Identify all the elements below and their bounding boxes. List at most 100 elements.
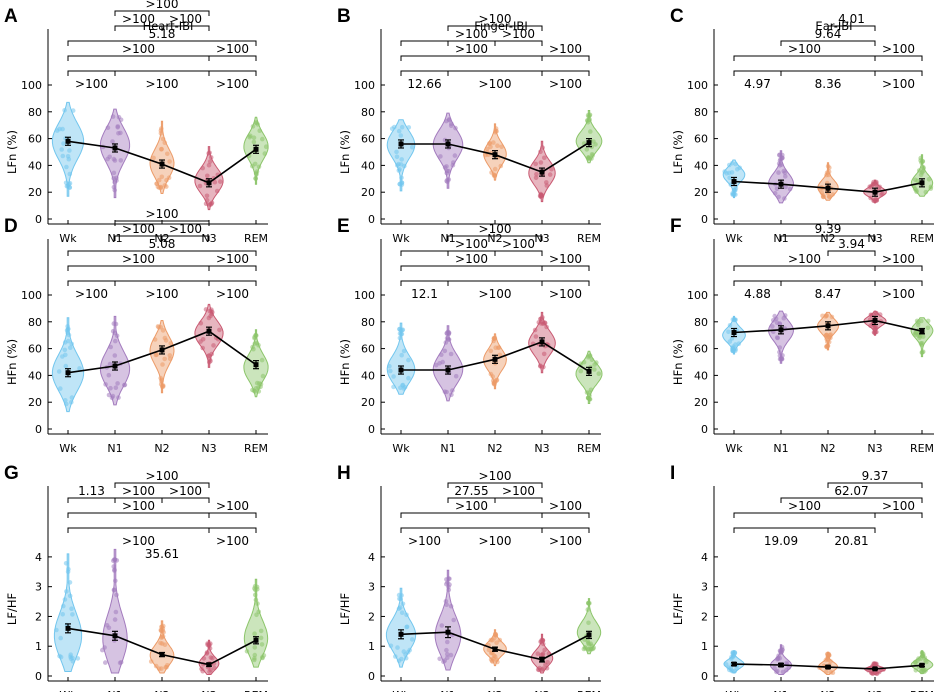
data-point-wk — [61, 141, 66, 146]
data-point-n1 — [437, 361, 442, 366]
x-tick-label-n2: N2 — [487, 689, 502, 692]
data-point-wk — [388, 368, 393, 374]
significance-label: >100 — [216, 77, 249, 91]
data-point-n1 — [448, 652, 454, 658]
significance-bracket — [67, 527, 257, 533]
data-point-n1 — [112, 353, 118, 358]
significance-label: 1.13 — [78, 484, 105, 498]
data-point-wk — [399, 175, 404, 180]
data-point-wk — [67, 171, 73, 177]
significance-label: >100 — [146, 77, 179, 91]
panel-i: I 0 1 2 3 4 LF/HF Wk N1 N2 N3 REM 19.09 20.81 >100 >100… — [670, 463, 934, 692]
data-point-rem — [586, 155, 591, 160]
x-tick-label-n1: N1 — [773, 442, 788, 455]
data-point-n3 — [206, 353, 212, 358]
data-point-n3 — [200, 668, 205, 674]
mean-marker — [586, 140, 592, 146]
data-point-n2 — [159, 635, 164, 640]
data-point-wk — [404, 624, 410, 630]
data-point-wk — [64, 589, 69, 594]
y-tick-label: 20 — [361, 396, 375, 409]
significance-label: >100 — [169, 484, 202, 498]
data-point-n2 — [165, 151, 170, 157]
significance-bracket — [161, 25, 210, 31]
data-point-n1 — [118, 158, 124, 163]
x-tick-label-rem: REM — [910, 689, 934, 692]
data-point-n2 — [491, 173, 497, 178]
mean-marker — [586, 368, 592, 374]
data-point-n3 — [542, 155, 547, 161]
data-point-n1 — [449, 392, 454, 398]
panel-f: F 0 20 40 60 80 100 HFn (%) Wk N1 N2 N3 REM 4.88 8.47 >… — [670, 216, 934, 455]
data-point-n1 — [107, 361, 113, 367]
data-point-n2 — [164, 665, 169, 670]
data-point-n1 — [105, 125, 111, 130]
data-point-n2 — [158, 131, 164, 136]
data-point-n3 — [872, 327, 878, 333]
data-point-n2 — [823, 669, 829, 675]
data-point-n1 — [111, 588, 117, 593]
data-point-n2 — [155, 324, 161, 329]
significance-label: 19.09 — [764, 534, 798, 548]
data-point-n3 — [877, 312, 883, 317]
y-tick-label: 0 — [35, 423, 42, 436]
significance-label: >100 — [882, 77, 915, 91]
data-point-rem — [263, 144, 269, 149]
data-point-n2 — [495, 659, 500, 665]
x-tick-label-n1: N1 — [440, 689, 455, 692]
y-tick-label: 3 — [368, 581, 375, 594]
x-tick-label-rem: REM — [910, 442, 934, 455]
significance-bracket — [447, 70, 543, 76]
data-point-wk — [735, 167, 740, 172]
significance-bracket — [208, 55, 257, 61]
data-point-wk — [409, 144, 415, 150]
y-tick-label: 1 — [35, 640, 42, 653]
significance-bracket — [67, 250, 257, 256]
significance-label: 5.18 — [149, 27, 176, 41]
data-point-wk — [67, 185, 73, 190]
data-point-wk — [730, 668, 735, 674]
data-point-rem — [254, 584, 260, 590]
significance-bracket — [541, 527, 590, 533]
data-point-rem — [252, 592, 258, 598]
data-point-n2 — [168, 341, 173, 346]
data-point-wk — [398, 331, 404, 337]
y-tick-label: 60 — [28, 133, 42, 146]
data-point-n2 — [493, 128, 499, 134]
data-point-rem — [596, 371, 602, 377]
data-point-n3 — [874, 671, 879, 676]
x-tick-label-n3: N3 — [201, 689, 216, 692]
data-point-n3 — [535, 651, 541, 656]
data-point-wk — [400, 601, 406, 607]
significance-bracket — [114, 482, 210, 488]
data-point-n2 — [159, 174, 165, 180]
significance-label: >100 — [122, 534, 155, 548]
data-point-n2 — [491, 140, 496, 145]
data-point-wk — [405, 650, 411, 655]
data-point-n3 — [207, 159, 213, 164]
data-point-rem — [258, 628, 264, 634]
data-point-wk — [394, 149, 399, 155]
data-point-n3 — [868, 195, 873, 201]
y-tick-label: 4 — [35, 551, 42, 564]
x-tick-label-rem: REM — [910, 232, 934, 245]
data-point-n1 — [114, 558, 120, 563]
data-point-rem — [259, 642, 265, 647]
data-point-n2 — [492, 166, 498, 172]
data-point-wk — [56, 369, 62, 374]
data-point-n1 — [113, 385, 119, 391]
data-point-n3 — [538, 316, 544, 322]
y-axis-label: HFn (%) — [671, 339, 685, 385]
data-point-n2 — [820, 194, 826, 200]
data-point-n2 — [827, 333, 833, 338]
data-point-wk — [69, 341, 74, 347]
mean-marker — [253, 146, 259, 152]
x-tick-label-wk: Wk — [725, 689, 743, 692]
data-point-wk — [406, 375, 411, 381]
data-point-n3 — [200, 337, 206, 342]
data-point-wk — [727, 323, 733, 328]
data-point-wk — [60, 126, 65, 132]
data-point-n1 — [444, 647, 449, 653]
data-point-n1 — [781, 315, 787, 321]
